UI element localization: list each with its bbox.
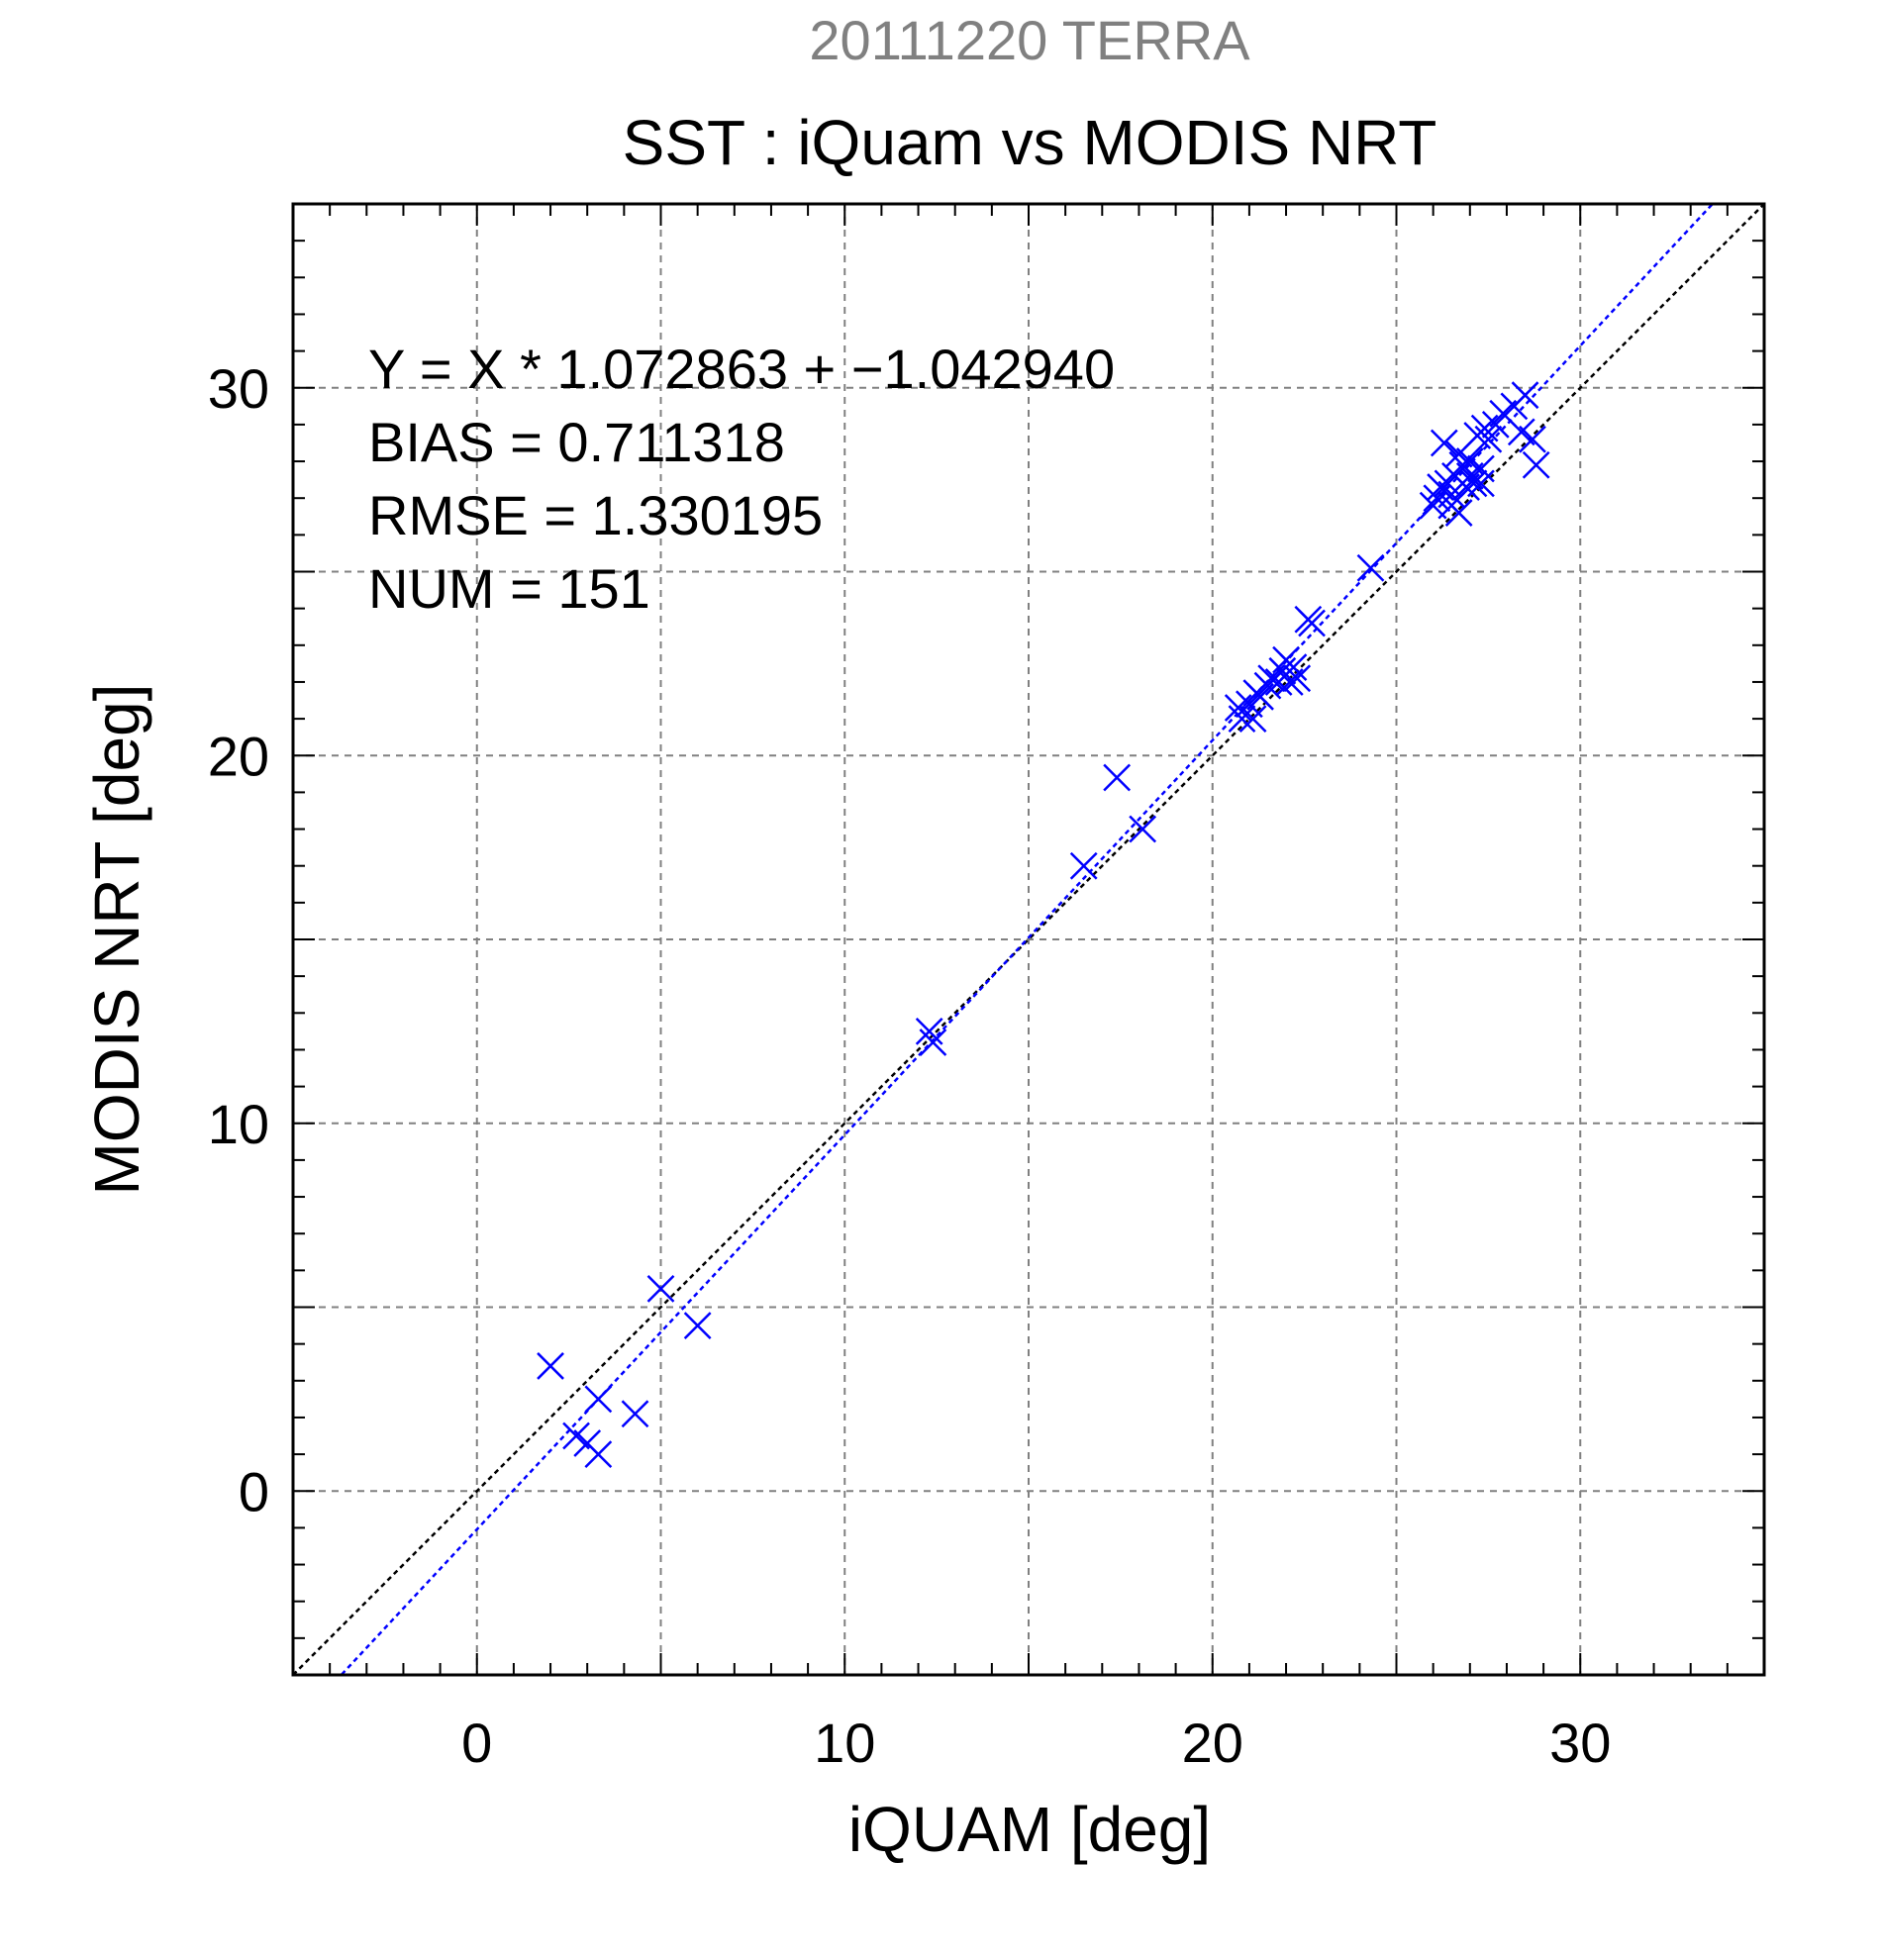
y-tick-label: 0 xyxy=(239,1460,269,1522)
x-tick-label: 20 xyxy=(1182,1712,1243,1774)
data-point xyxy=(1519,425,1546,453)
fit-line xyxy=(340,204,1715,1675)
data-point xyxy=(915,1017,943,1045)
data-point xyxy=(1103,763,1132,792)
data-point xyxy=(1228,705,1256,733)
y-tick-label: 10 xyxy=(208,1093,269,1155)
num-stat: NUM = 151 xyxy=(368,557,650,620)
data-point xyxy=(1069,851,1098,880)
data-point xyxy=(584,1440,613,1468)
data-point xyxy=(1511,381,1539,410)
data-point xyxy=(1279,653,1308,681)
data-point xyxy=(683,1312,712,1339)
data-point xyxy=(1470,414,1499,442)
data-point xyxy=(1467,454,1495,483)
data-point xyxy=(1298,609,1326,637)
chart-subtitle: SST : iQuam vs MODIS NRT xyxy=(623,107,1437,178)
axis-ticks xyxy=(293,204,1764,1675)
data-point xyxy=(1283,664,1312,693)
data-point xyxy=(919,1029,947,1056)
chart-title: 20111220 TERRA xyxy=(809,9,1250,71)
data-point xyxy=(1522,450,1550,479)
x-tick-label: 10 xyxy=(814,1712,875,1774)
y-tick-label: 20 xyxy=(208,725,269,787)
data-point xyxy=(621,1400,649,1428)
data-points xyxy=(537,381,1550,1468)
stats-box: Y = X * 1.072863 + −1.042940 BIAS = 0.71… xyxy=(368,338,1115,620)
data-point xyxy=(1467,469,1495,498)
data-point xyxy=(584,1385,613,1414)
data-point xyxy=(1129,815,1157,843)
rmse-stat: RMSE = 1.330195 xyxy=(368,484,823,546)
x-tick-label: 30 xyxy=(1549,1712,1611,1774)
regression-equation: Y = X * 1.072863 + −1.042940 xyxy=(368,338,1115,400)
data-point xyxy=(537,1352,564,1380)
x-tick-label: 0 xyxy=(461,1712,492,1774)
bias-stat: BIAS = 0.711318 xyxy=(368,411,785,473)
data-point xyxy=(1444,499,1473,527)
data-point xyxy=(1459,469,1488,498)
data-point xyxy=(1224,694,1252,722)
data-point xyxy=(1430,429,1458,457)
data-point xyxy=(1238,705,1267,733)
y-tick-label: 30 xyxy=(208,357,269,420)
reference-lines xyxy=(293,204,1764,1675)
data-point xyxy=(1474,425,1503,453)
data-point xyxy=(646,1275,675,1303)
x-axis-label: iQUAM [deg] xyxy=(848,1794,1211,1865)
y-axis-label: MODIS NRT [deg] xyxy=(81,684,152,1196)
tick-labels: 0 10 20 30 0 10 20 30 xyxy=(208,357,1612,1774)
plot-frame xyxy=(291,202,1766,1677)
data-point xyxy=(1356,553,1385,582)
